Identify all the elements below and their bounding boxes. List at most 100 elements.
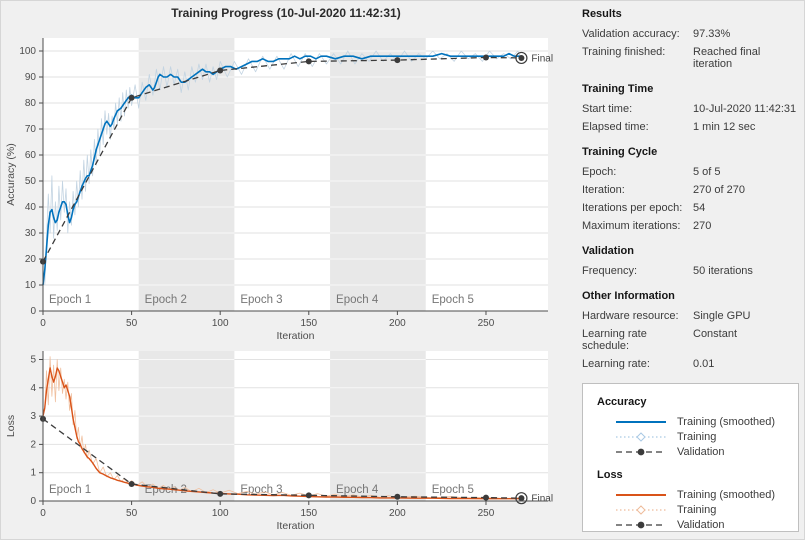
x-tick-label: 0 xyxy=(40,318,46,329)
y-tick-label: 100 xyxy=(19,46,36,57)
x-tick-label: 200 xyxy=(389,508,406,519)
legend-item: Training (smoothed) xyxy=(597,414,798,429)
panel-row: Epoch: 5 of 5 xyxy=(582,166,800,178)
y-tick-label: 20 xyxy=(25,254,37,265)
legend-item: Validation xyxy=(597,444,798,459)
panel-row: Hardware resource: Single GPU xyxy=(582,310,800,322)
panel-row-label: Start time: xyxy=(582,103,633,115)
panel-row: Start time: 10-Jul-2020 11:42:31 xyxy=(582,103,800,115)
panel-row-label: Frequency: xyxy=(582,265,638,277)
final-label: Final xyxy=(531,53,553,64)
y-axis-label: Accuracy (%) xyxy=(5,143,17,205)
x-tick-label: 0 xyxy=(40,508,46,519)
panel-row-label: Hardware resource: xyxy=(582,310,679,322)
legend-group-title: Accuracy xyxy=(597,396,647,408)
legend-item-label: Training (smoothed) xyxy=(677,488,776,501)
legend-item: Training xyxy=(597,502,798,517)
x-tick-label: 250 xyxy=(478,508,495,519)
panel-row-label: Learning rate: xyxy=(582,358,650,370)
panel-row-label: Epoch: xyxy=(582,166,617,178)
results-panel: Results Validation accuracy: 97.33% Trainin… xyxy=(582,8,800,395)
panel-row-label: Elapsed time: xyxy=(582,121,649,133)
panel-row-value: Constant xyxy=(693,328,738,340)
panel-row-value: 1 min 12 sec xyxy=(693,121,756,133)
panel-row-label: Training finished: xyxy=(582,46,666,58)
y-tick-label: 2 xyxy=(30,439,36,450)
y-axis-label: Loss xyxy=(5,415,17,437)
y-tick-label: 0 xyxy=(30,496,36,507)
legend-item: Training (smoothed) xyxy=(597,487,798,502)
y-tick-label: 50 xyxy=(25,176,37,187)
legend-item-label: Training xyxy=(677,430,717,443)
panel-row: Maximum iterations: 270 xyxy=(582,220,800,232)
x-tick-label: 50 xyxy=(126,508,138,519)
y-tick-label: 1 xyxy=(30,468,36,479)
epoch-label: Epoch 1 xyxy=(49,294,91,306)
y-tick-label: 3 xyxy=(30,411,36,422)
legend-item-label: Validation xyxy=(677,445,725,458)
legend-group-title: Loss xyxy=(597,469,623,481)
panel-section-header: Results xyxy=(582,8,622,20)
epoch-label: Epoch 3 xyxy=(240,294,282,306)
legend-line-sample xyxy=(616,420,666,423)
x-tick-label: 250 xyxy=(478,318,495,329)
panel-row: Elapsed time: 1 min 12 sec xyxy=(582,121,800,133)
panel-row-label: Maximum iterations: xyxy=(582,220,681,232)
legend-groups: Accuracy Training (smoothed) Training Valid… xyxy=(597,396,798,532)
panel-row-value: Reached final iteration xyxy=(693,46,761,70)
panel-sections: Results Validation accuracy: 97.33% Trainin… xyxy=(582,8,800,370)
legend-item-label: Validation xyxy=(677,518,725,531)
y-tick-label: 30 xyxy=(25,228,37,239)
y-tick-label: 80 xyxy=(25,98,37,109)
panel-row-label: Validation accuracy: xyxy=(582,28,680,40)
x-tick-label: 100 xyxy=(212,318,229,329)
panel-row-value: 50 iterations xyxy=(693,265,753,277)
panel-row-value: Single GPU xyxy=(693,310,751,322)
loss-chart: Epoch 1 Epoch 2 Epoch 3 Epoch 4 Epoch 5Final… xyxy=(5,351,553,532)
panel-row: Training finished: Reached final iteratio… xyxy=(582,46,800,70)
x-tick-label: 50 xyxy=(126,318,138,329)
epoch-label: Epoch 1 xyxy=(49,484,91,496)
panel-row-label: Iterations per epoch: xyxy=(582,202,683,214)
legend-group: Accuracy Training (smoothed) Training Valid… xyxy=(597,396,798,459)
x-tick-label: 200 xyxy=(389,318,406,329)
panel-row-label: Iteration: xyxy=(582,184,625,196)
final-label: Final xyxy=(531,494,553,505)
panel-row: Frequency: 50 iterations xyxy=(582,265,800,277)
panel-row-value: 270 of 270 xyxy=(693,184,745,196)
y-tick-label: 10 xyxy=(25,280,37,291)
y-tick-label: 4 xyxy=(30,383,36,394)
legend-item-label: Training xyxy=(677,503,717,516)
x-tick-label: 150 xyxy=(300,508,317,519)
legend-item: Training xyxy=(597,429,798,444)
x-tick-label: 100 xyxy=(212,508,229,519)
epoch-label: Epoch 5 xyxy=(432,294,474,306)
panel-row-value: 5 of 5 xyxy=(693,166,721,178)
panel-row-value: 97.33% xyxy=(693,28,731,40)
panel-row: Learning rate schedule: Constant xyxy=(582,328,800,352)
y-tick-label: 5 xyxy=(30,354,36,365)
panel-section-header: Other Information xyxy=(582,290,675,302)
legend-line-sample xyxy=(616,493,666,496)
panel-row: Validation accuracy: 97.33% xyxy=(582,28,800,40)
accuracy-chart: Epoch 1 Epoch 2 Epoch 3 Epoch 4 Epoch 5 Final… xyxy=(5,38,553,342)
legend-line-sample xyxy=(616,521,666,528)
panel-section-header: Training Cycle xyxy=(582,146,658,158)
legend-line-sample xyxy=(616,504,666,515)
y-tick-label: 70 xyxy=(25,124,37,135)
panel-row-label: Learning rate schedule: xyxy=(582,328,647,352)
epoch-label: Epoch 5 xyxy=(432,484,474,496)
series-training-smoothed xyxy=(42,52,522,286)
y-tick-label: 0 xyxy=(30,306,36,317)
window-title: Training Progress (10-Jul-2020 11:42:31) xyxy=(171,6,401,20)
panel-row-value: 270 xyxy=(693,220,712,232)
legend-box: Accuracy Training (smoothed) Training Valid… xyxy=(582,383,799,532)
panel-section-header: Validation xyxy=(582,245,634,257)
x-tick-label: 150 xyxy=(300,318,317,329)
legend-item-label: Training (smoothed) xyxy=(677,415,776,428)
panel-row: Iterations per epoch: 54 xyxy=(582,202,800,214)
panel-row: Learning rate: 0.01 xyxy=(582,358,800,370)
y-tick-label: 40 xyxy=(25,202,37,213)
panel-row-value: 0.01 xyxy=(693,358,715,370)
x-axis-label: Iteration xyxy=(277,330,315,342)
